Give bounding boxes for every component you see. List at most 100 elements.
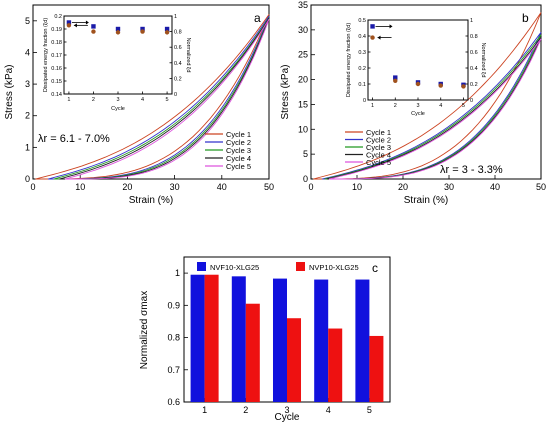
- panel-b-inset-ticks: 1 2 3 4 500.10.20.30.40.500.20.40.60.81: [358, 18, 477, 109]
- panel-b-ylabel: Stress (kPa): [280, 64, 291, 119]
- bar-nvp-5: [369, 335, 384, 402]
- series-line-4-loading: [59, 18, 270, 180]
- y-tick-label: 5: [303, 149, 308, 159]
- panel-b-inset-xlabel: Cycle: [411, 111, 425, 117]
- x-tick-label: 30: [170, 182, 180, 192]
- legend-label-4: Cycle 4: [366, 151, 391, 160]
- inset-yr-tick-label: 1: [174, 14, 177, 20]
- panel-b-letter: b: [522, 11, 529, 25]
- inset-circle-point: [461, 84, 466, 89]
- y-tick-label: 1: [175, 268, 180, 278]
- x-tick-label: 10: [75, 182, 85, 192]
- series-line-5-unloading: [329, 38, 542, 180]
- inset-x-tick-label: 4: [141, 97, 144, 103]
- legend-label-2: Cycle 2: [226, 138, 251, 147]
- inset-x-tick-label: 1: [371, 103, 374, 109]
- x-tick-label: 5: [367, 405, 372, 415]
- panel-a-letter: a: [254, 11, 261, 25]
- inset-yl-tick-label: 0.2: [54, 14, 62, 20]
- inset-arrow-left-head: [377, 35, 381, 40]
- inset-circle-point: [393, 78, 398, 84]
- inset-yr-tick-label: 0.2: [174, 76, 182, 82]
- series-line-2-loading: [322, 32, 542, 180]
- y-tick-label: 25: [298, 50, 308, 60]
- panel-b-plot-frame: [310, 4, 542, 180]
- inset-x-tick-label: 2: [394, 103, 397, 109]
- inset-square-point: [66, 20, 72, 25]
- legend-label-1: Cycle 1: [366, 128, 391, 137]
- inset-x-tick-label: 5: [462, 103, 465, 109]
- inset-circle-point: [164, 30, 170, 35]
- y-tick-label: 10: [298, 124, 308, 134]
- panel-b-inset-marks: [370, 24, 466, 89]
- inset-yr-tick-label: 0: [470, 98, 473, 104]
- x-tick-label: 20: [122, 182, 132, 192]
- inset-circle-point: [66, 23, 72, 28]
- panel-a-inset-ylabel-left: Dissipated energy fraction (ξd): [43, 18, 49, 92]
- y-tick-label: 0.6: [167, 397, 180, 407]
- inset-x-tick-label: 3: [116, 97, 119, 103]
- series-line-3-loading: [324, 34, 542, 180]
- inset-circle-point: [370, 35, 375, 40]
- inset-x-tick-label: 2: [92, 97, 95, 103]
- x-tick-label: 40: [490, 182, 500, 192]
- inset-square-point: [140, 26, 145, 32]
- inset-circle-point: [415, 81, 421, 87]
- inset-yr-tick-label: 0.6: [174, 45, 182, 51]
- y-tick-label: 5: [25, 16, 30, 26]
- legend-label-3: Cycle 3: [366, 143, 391, 152]
- inset-yl-tick-label: 0.18: [51, 40, 62, 46]
- panel-b-inset: 1 2 3 4 500.10.20.30.40.500.20.40.60.81 Cycl…: [346, 18, 486, 117]
- y-tick-label: 20: [298, 75, 308, 85]
- series-line-5-unloading: [65, 19, 270, 180]
- series-line-1-loading: [35, 14, 270, 180]
- inset-yr-tick-label: 0.6: [470, 50, 478, 56]
- x-tick-label: 0: [308, 182, 313, 192]
- panel-a-inset-marks: [66, 20, 170, 35]
- inset-yr-tick-label: 0.8: [174, 30, 182, 36]
- panel-b-inset-frame: [367, 19, 469, 101]
- y-tick-label: 15: [298, 99, 308, 109]
- series-line-3-loading: [53, 17, 270, 180]
- inset-square-point: [370, 24, 375, 29]
- panel-c-bars: [190, 274, 384, 402]
- inset-yl-tick-label: 0.16: [51, 66, 62, 72]
- inset-yr-tick-label: 1: [470, 18, 473, 24]
- panel-a-inset-xlabel: Cycle: [111, 106, 125, 112]
- inset-circle-point: [115, 30, 121, 35]
- inset-x-tick-label: 3: [416, 103, 419, 109]
- panel-a-curves: [35, 14, 270, 180]
- y-tick-label: 4: [25, 47, 30, 57]
- panel-b-inset-ylabel-right: Normalized ξd: [480, 43, 486, 78]
- panel-c-ylabel: Normalized σmax: [139, 291, 150, 369]
- panel-a-ylabel: Stress (kPa): [4, 64, 15, 119]
- inset-yl-tick-label: 0.19: [51, 27, 62, 33]
- inset-circle-point: [438, 83, 443, 88]
- x-tick-label: 50: [264, 182, 274, 192]
- inset-x-tick-label: 4: [439, 103, 442, 109]
- inset-arrow-right-head: [85, 20, 89, 25]
- inset-circle-point: [140, 29, 145, 34]
- inset-yl-tick-label: 0.17: [51, 53, 62, 59]
- inset-yl-tick-label: 0: [363, 98, 366, 104]
- x-tick-label: 30: [444, 182, 454, 192]
- panel-c: c 0.6 0.7 0.8 0.9 1 1 2 3 4 5 NVF10-XLG25 NVP10-XL…: [139, 256, 391, 423]
- inset-square-point: [115, 26, 121, 32]
- inset-arrow-left-head: [73, 23, 77, 28]
- legend-swatch-2: [296, 262, 305, 271]
- legend-label-2: Cycle 2: [366, 136, 391, 145]
- series-line-2-loading: [47, 15, 270, 180]
- panel-a-inset-ylabel-right: Normalized ξd: [185, 38, 191, 73]
- inset-yr-tick-label: 0.8: [470, 34, 478, 40]
- bar-nvf-3: [272, 278, 287, 402]
- panel-a-annotation: λr = 6.1 - 7.0%: [38, 133, 110, 145]
- legend-label-1: NVF10-XLG25: [210, 263, 259, 272]
- bar-nvp-1: [204, 274, 219, 402]
- x-tick-label: 40: [217, 182, 227, 192]
- y-tick-label: 0.7: [167, 365, 180, 375]
- inset-yl-tick-label: 0.14: [51, 92, 62, 98]
- x-tick-label: 4: [326, 405, 331, 415]
